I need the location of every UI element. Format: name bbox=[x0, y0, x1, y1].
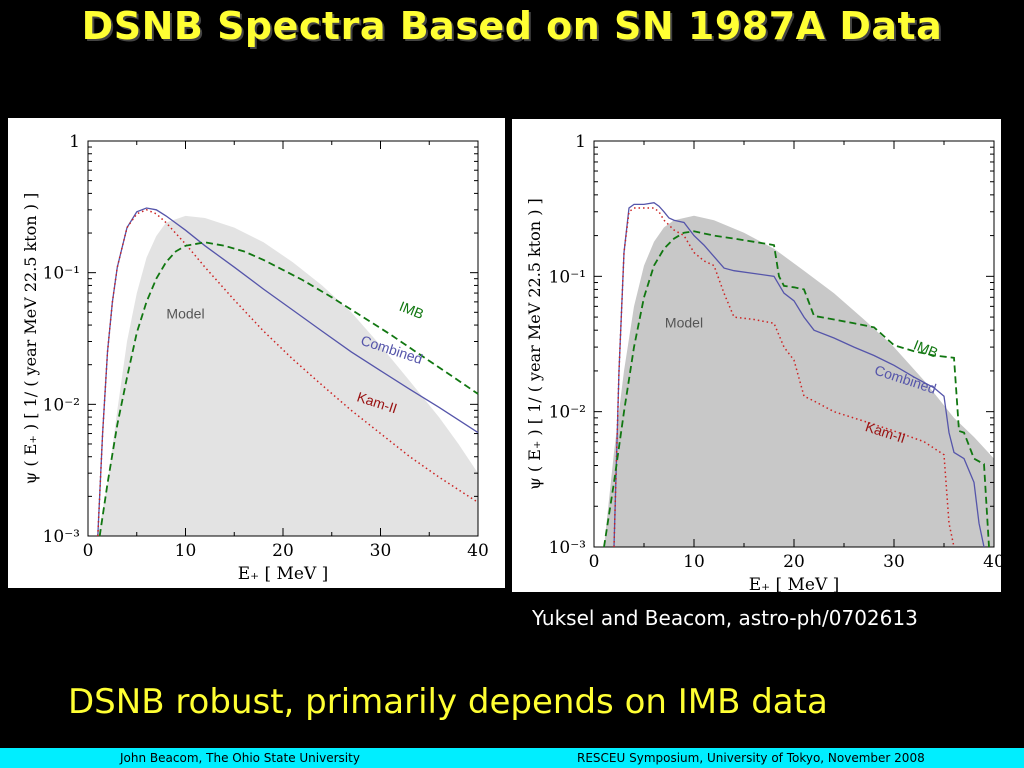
y-axis-label: ψ ( E₊ ) [ 1/ ( year MeV 22.5 kton ) ] bbox=[21, 193, 40, 485]
y-tick-label: 10⁻¹ bbox=[43, 264, 80, 284]
footer-bar: John Beacom, The Ohio State University R… bbox=[0, 748, 1024, 768]
y-tick-label: 10⁻¹ bbox=[549, 267, 586, 287]
x-tick-label: 30 bbox=[883, 552, 905, 572]
x-tick-label: 40 bbox=[467, 541, 489, 561]
series-combined bbox=[97, 207, 479, 537]
annotation-imb: IMB bbox=[911, 337, 940, 361]
y-axis-label: ψ ( E₊ ) [ 1/ ( year MeV 22.5 kton ) ] bbox=[525, 198, 544, 490]
x-tick-label: 30 bbox=[370, 541, 392, 561]
x-tick-label: 0 bbox=[83, 541, 94, 561]
y-tick-label: 1 bbox=[575, 132, 586, 152]
model-area-1 bbox=[604, 215, 994, 548]
y-tick-label: 10⁻² bbox=[549, 403, 586, 423]
y-tick-label: 10⁻³ bbox=[549, 538, 586, 558]
y-tick-label: 10⁻² bbox=[43, 395, 80, 415]
y-tick-label: 10⁻³ bbox=[43, 527, 80, 547]
annotation-imb: IMB bbox=[397, 298, 426, 322]
x-tick-label: 40 bbox=[983, 552, 1001, 572]
series-kam-ii bbox=[613, 207, 955, 548]
summary-text: DSNB robust, primarily depends on IMB da… bbox=[68, 682, 828, 722]
footer-event: RESCEU Symposium, University of Tokyo, N… bbox=[577, 751, 925, 765]
chart-right: 0 10 20 30 40110⁻¹10⁻²10⁻³ModelIMBCombinedKa… bbox=[525, 132, 1001, 592]
x-tick-label: 10 bbox=[175, 541, 197, 561]
x-tick-label: 20 bbox=[272, 541, 294, 561]
model-area-0 bbox=[97, 215, 478, 536]
annotation-model: Model bbox=[166, 305, 204, 321]
series-imb bbox=[603, 230, 990, 548]
chart-panel-right: 0 10 20 30 40 1 10⁻¹ 10⁻² 10⁻³ Model IMB Combined Ka… bbox=[512, 119, 1001, 592]
series-combined bbox=[613, 202, 985, 548]
x-tick-label: 0 bbox=[589, 552, 600, 572]
series-imb bbox=[98, 241, 479, 537]
y-tick-label: 1 bbox=[69, 132, 80, 152]
x-tick-label: 20 bbox=[783, 552, 805, 572]
x-axis-label: E₊ [ MeV ] bbox=[749, 575, 840, 592]
slide-title: DSNB Spectra Based on SN 1987A Data bbox=[81, 4, 943, 48]
x-tick-label: 10 bbox=[683, 552, 705, 572]
citation-text: Yuksel and Beacom, astro-ph/0702613 bbox=[532, 606, 918, 630]
annotation-model: Model bbox=[665, 314, 703, 330]
footer-author: John Beacom, The Ohio State University bbox=[120, 751, 360, 765]
x-axis-label: E₊ [ MeV ] bbox=[238, 564, 329, 584]
chart-panel-left: 0 10 20 30 40 1 10⁻¹ 10⁻² 10⁻³ Model IMB Combined Ka… bbox=[8, 118, 505, 588]
